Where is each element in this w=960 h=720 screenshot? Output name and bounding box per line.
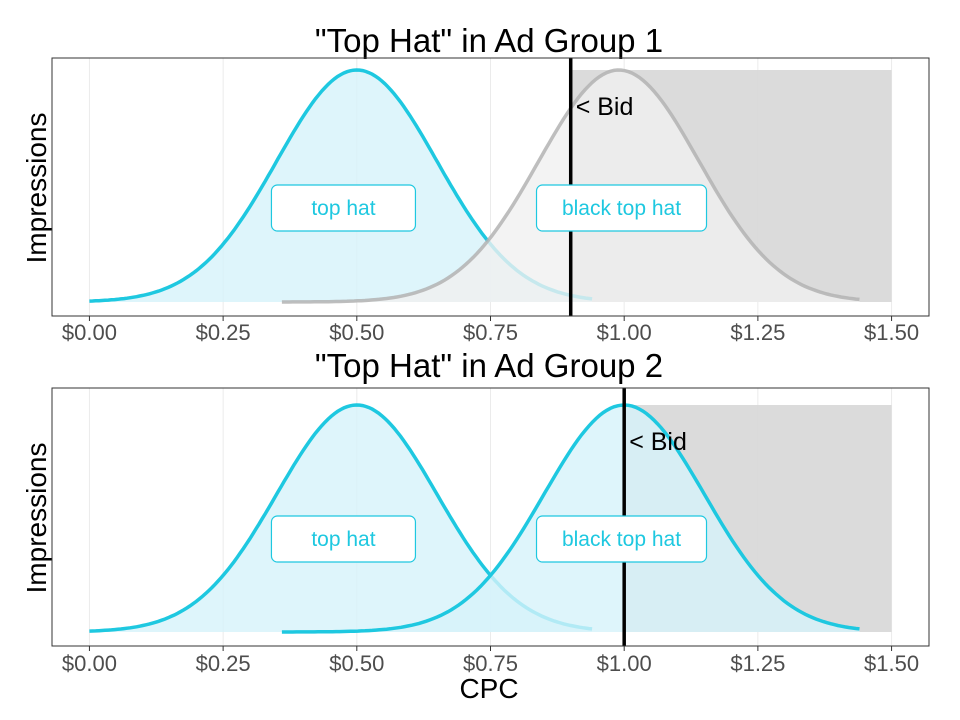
black-top-hat-curve [281,403,860,634]
x-tick-label: $1.25 [730,651,785,676]
svg-text:black top hat: black top hat [562,528,681,551]
panel-ad-group-1: "Top Hat" in Ad Group 1 Impressions < Bi… [21,22,930,345]
panel-title: "Top Hat" in Ad Group 2 [315,347,663,384]
x-tick-label: $0.00 [62,320,117,345]
black-top-hat-label: black top hat [535,515,708,563]
top-hat-label: top hat [270,184,417,232]
x-tick-label: $1.25 [730,320,785,345]
x-tick-label: $0.25 [196,651,251,676]
x-tick-label: $1.00 [597,651,652,676]
x-tick-label: $0.00 [62,651,117,676]
svg-text:top hat: top hat [311,197,375,220]
bid-label: < Bid [629,428,687,456]
x-axis-label: CPC [459,673,518,704]
x-tick-label: $0.25 [196,320,251,345]
panel-ad-group-2: "Top Hat" in Ad Group 2 Impressions < Bi… [21,347,930,676]
y-axis-label: Impressions [21,113,52,264]
x-tick-label: $0.75 [463,651,518,676]
x-tick-label: $1.50 [864,651,919,676]
x-tick-label: $1.50 [864,320,919,345]
svg-text:black top hat: black top hat [562,197,681,220]
panel-title: "Top Hat" in Ad Group 1 [315,22,663,59]
bid-label: < Bid [576,93,634,121]
x-tick-label: $0.75 [463,320,518,345]
top-hat-label: top hat [270,515,417,563]
x-tick-label: $0.50 [329,651,384,676]
y-axis-label: Impressions [21,443,52,594]
x-tick-label: $1.00 [597,320,652,345]
x-tick-label: $0.50 [329,320,384,345]
svg-text:top hat: top hat [311,528,375,551]
black-top-hat-label: black top hat [535,184,708,232]
